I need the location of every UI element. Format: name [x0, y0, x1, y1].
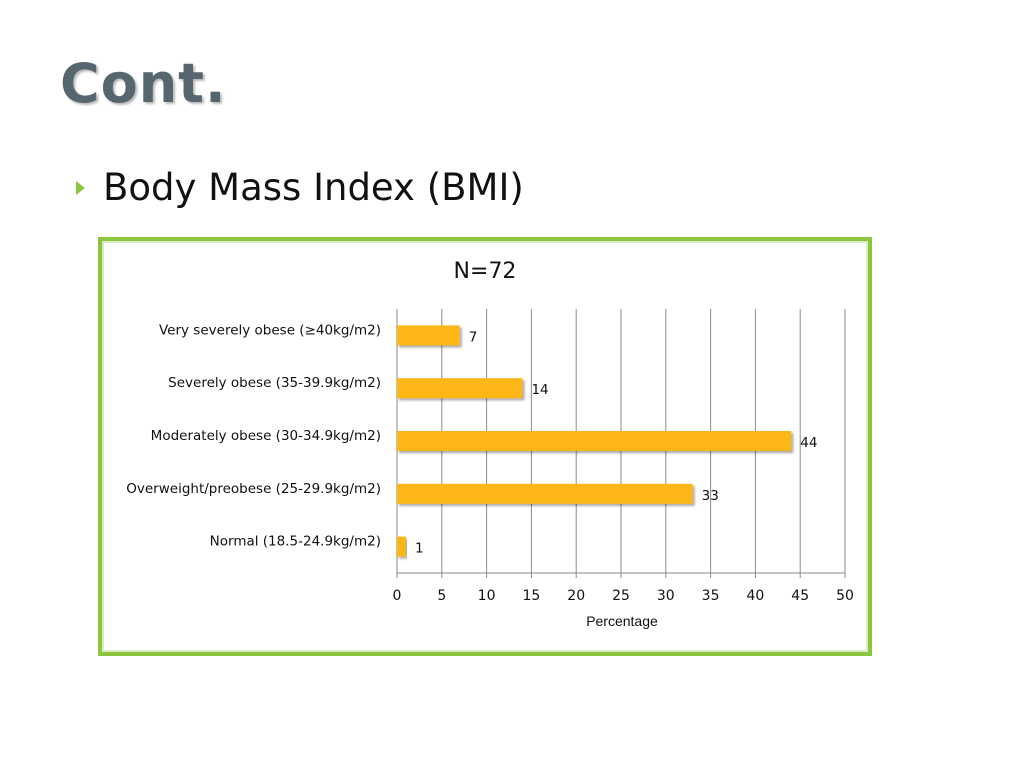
bullet-text: Body Mass Index (BMI) [103, 166, 524, 209]
x-tick-label: 20 [567, 588, 585, 604]
data-label: 1 [415, 541, 424, 557]
triangle-bullet-icon [76, 180, 85, 195]
x-tick-label: 30 [657, 588, 675, 604]
x-tick-label: 25 [612, 588, 630, 604]
y-category-label: Overweight/preobese (25-29.9kg/m2) [126, 481, 381, 497]
bar-chart: 0 5 10 15 20 25 30 35 40 45 50 Very severely obese … [126, 309, 854, 604]
data-label: 14 [531, 382, 548, 398]
y-category-label: Severely obese (35-39.9kg/m2) [168, 375, 381, 391]
x-tick-label: 40 [746, 588, 764, 604]
y-category-label: Normal (18.5-24.9kg/m2) [210, 534, 381, 550]
x-tick-label: 45 [791, 588, 809, 604]
slide-title: Cont. [60, 52, 227, 115]
y-category-label: Very severely obese (≥40kg/m2) [159, 322, 381, 338]
y-category-label: Moderately obese (30-34.9kg/m2) [151, 428, 381, 444]
x-tick-label: 35 [702, 588, 720, 604]
x-axis-label: Percentage [586, 613, 658, 629]
data-label: 33 [702, 488, 719, 504]
x-tick-label: 15 [522, 588, 540, 604]
x-tick-label: 50 [836, 588, 854, 604]
data-label: 44 [800, 435, 817, 451]
chart-title: N=72 [453, 259, 517, 284]
x-tick-label: 5 [437, 588, 446, 604]
bar [397, 483, 693, 504]
x-tick-label: 10 [478, 588, 496, 604]
labels: 0 5 10 15 20 25 30 35 40 45 50 Very severely obese … [126, 322, 854, 604]
bar [397, 431, 792, 451]
bars [397, 325, 792, 557]
bar [397, 378, 523, 399]
chart-container: N=72 0 5 10 15 20 25 30 35 40 45 50 Very severely o… [98, 237, 872, 656]
bar [397, 536, 406, 557]
bullet-item: Body Mass Index (BMI) [76, 166, 524, 209]
x-tick-label: 0 [393, 588, 402, 604]
bar [397, 325, 460, 346]
data-label: 7 [469, 329, 478, 345]
